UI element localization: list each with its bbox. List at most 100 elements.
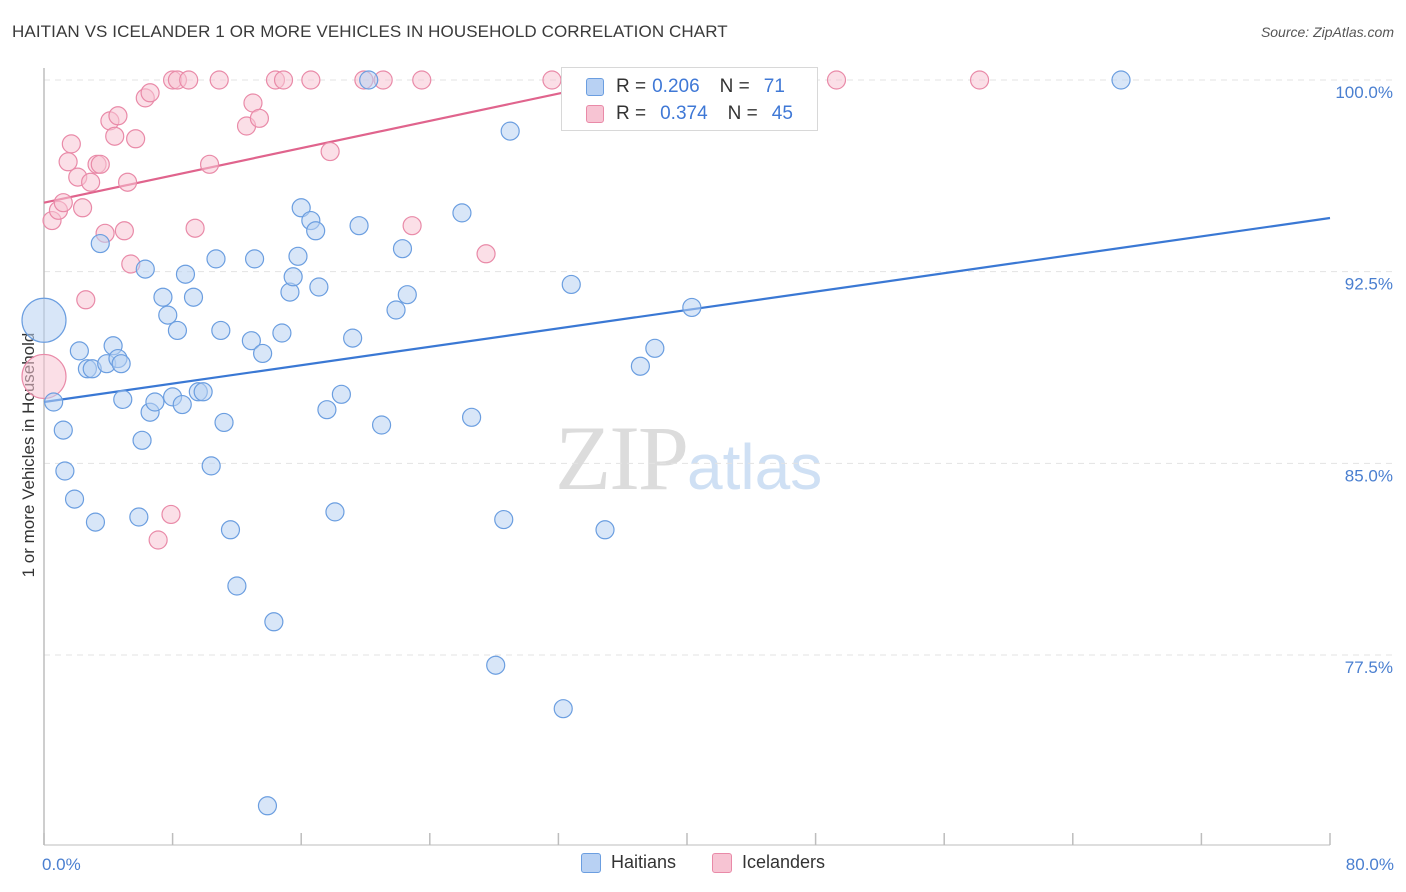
series-legend-icelanders: Icelanders [711,852,825,873]
haitian-point [595,520,615,540]
correlation-legend: R = 0.206 N = 71 R = 0.374 N = 45 [561,67,818,131]
haitian-point [309,277,329,297]
icelander-point [249,108,270,128]
haitian-point [291,198,311,218]
haitian-point [227,576,247,596]
haitian-point [630,356,650,376]
icelander-point [185,218,205,238]
haitian-point [69,341,89,361]
haitian-point [645,338,665,358]
haitian-point [64,489,85,509]
icelander-point [199,154,220,174]
icelander-point [148,530,168,550]
legend-icelanders-n-label: N = [727,103,758,124]
series-label-haitians: Haitians [610,852,676,872]
haitian-point [317,400,337,420]
haitian-point [153,287,173,307]
icelander-point [117,172,138,192]
legend-haitians-r-label: R = [616,76,647,97]
haitian-point [288,246,308,266]
haitian-point [193,382,213,402]
legend-haitians-r-value: 0.206 [652,76,700,97]
haitian-point [272,323,292,343]
haitian-point [53,420,73,440]
legend-swatch-haitians [586,78,604,96]
haitian-point [145,392,165,412]
icelander-point [542,70,562,90]
haitian-point [244,249,265,269]
haitian-point [500,121,520,141]
icelander-point [476,244,496,264]
haitian-point [561,274,581,295]
icelander-point [105,126,125,146]
icelander-point [826,70,847,90]
haitian-point [264,612,284,632]
icelander-point [72,198,93,218]
legend-swatch-icelanders [586,105,604,123]
icelander-trend-line [43,78,623,204]
haitian-point [158,305,178,325]
haitian-point [167,320,188,341]
y-tick-label-0: 77.5% [1345,658,1393,677]
haitian-point [132,430,152,450]
icelander-point [126,129,146,149]
icelander-point [81,172,101,192]
haitian-point [306,221,326,241]
icelander-point [301,70,321,90]
legend-icelanders-n-value: 45 [771,103,793,124]
haitian-point [111,354,131,374]
haitian-point [241,331,261,351]
icelander-point [179,70,199,90]
y-tick-label-1: 85.0% [1345,466,1393,485]
haitian-point [283,267,303,287]
icelander-point [53,193,73,213]
watermark-atlas: atlas [687,431,823,503]
haitian-point [253,343,273,364]
grid-lines [44,79,1396,656]
legend-haitians-n-value: 71 [763,76,785,97]
haitian-point [21,297,67,343]
icelander-point [161,504,181,525]
icelander-point [21,353,67,400]
icelander-point [969,70,990,90]
legend-icelanders-r-label: R = [616,103,647,124]
haitian-point [90,233,110,254]
haitian-point [85,512,106,532]
haitian-point [55,461,75,481]
icelander-point [114,221,134,241]
watermark-zip: ZIP [555,407,689,509]
haitian-point [214,412,234,433]
haitian-point [553,699,573,719]
haitian-point [211,320,231,341]
haitian-point [331,384,351,404]
icelander-point [90,154,110,174]
haitian-point [1111,70,1131,90]
series-swatch-haitians [580,852,601,873]
haitian-point [494,509,514,530]
haitian-point [183,287,204,307]
haitian-point [452,203,472,223]
x-tick-label-1: 80.0% [1346,855,1394,874]
icelander-point [140,83,160,103]
y-tick-label-3: 100.0% [1335,83,1393,102]
haitian-point [397,285,417,305]
legend-row-icelanders: R = 0.374 N = 45 [586,102,793,126]
icelander-point [58,152,78,172]
haitian-point [486,655,506,675]
haitian-point [371,415,392,435]
haitian-point [682,297,702,318]
haitian-point [206,249,226,269]
haitian-point [172,394,192,415]
icelander-point [76,290,96,310]
haitian-point [257,796,278,816]
icelander-point [402,216,422,236]
series-legend-haitians: Haitians [580,852,676,873]
haitian-point [135,259,155,279]
haitian-point [129,507,149,527]
series-legend: Haitians Icelanders [0,852,1406,873]
icelander-point [412,70,432,90]
icelander-point [108,106,128,126]
data-points [21,70,1131,816]
y-tick-label-2: 92.5% [1345,275,1393,294]
